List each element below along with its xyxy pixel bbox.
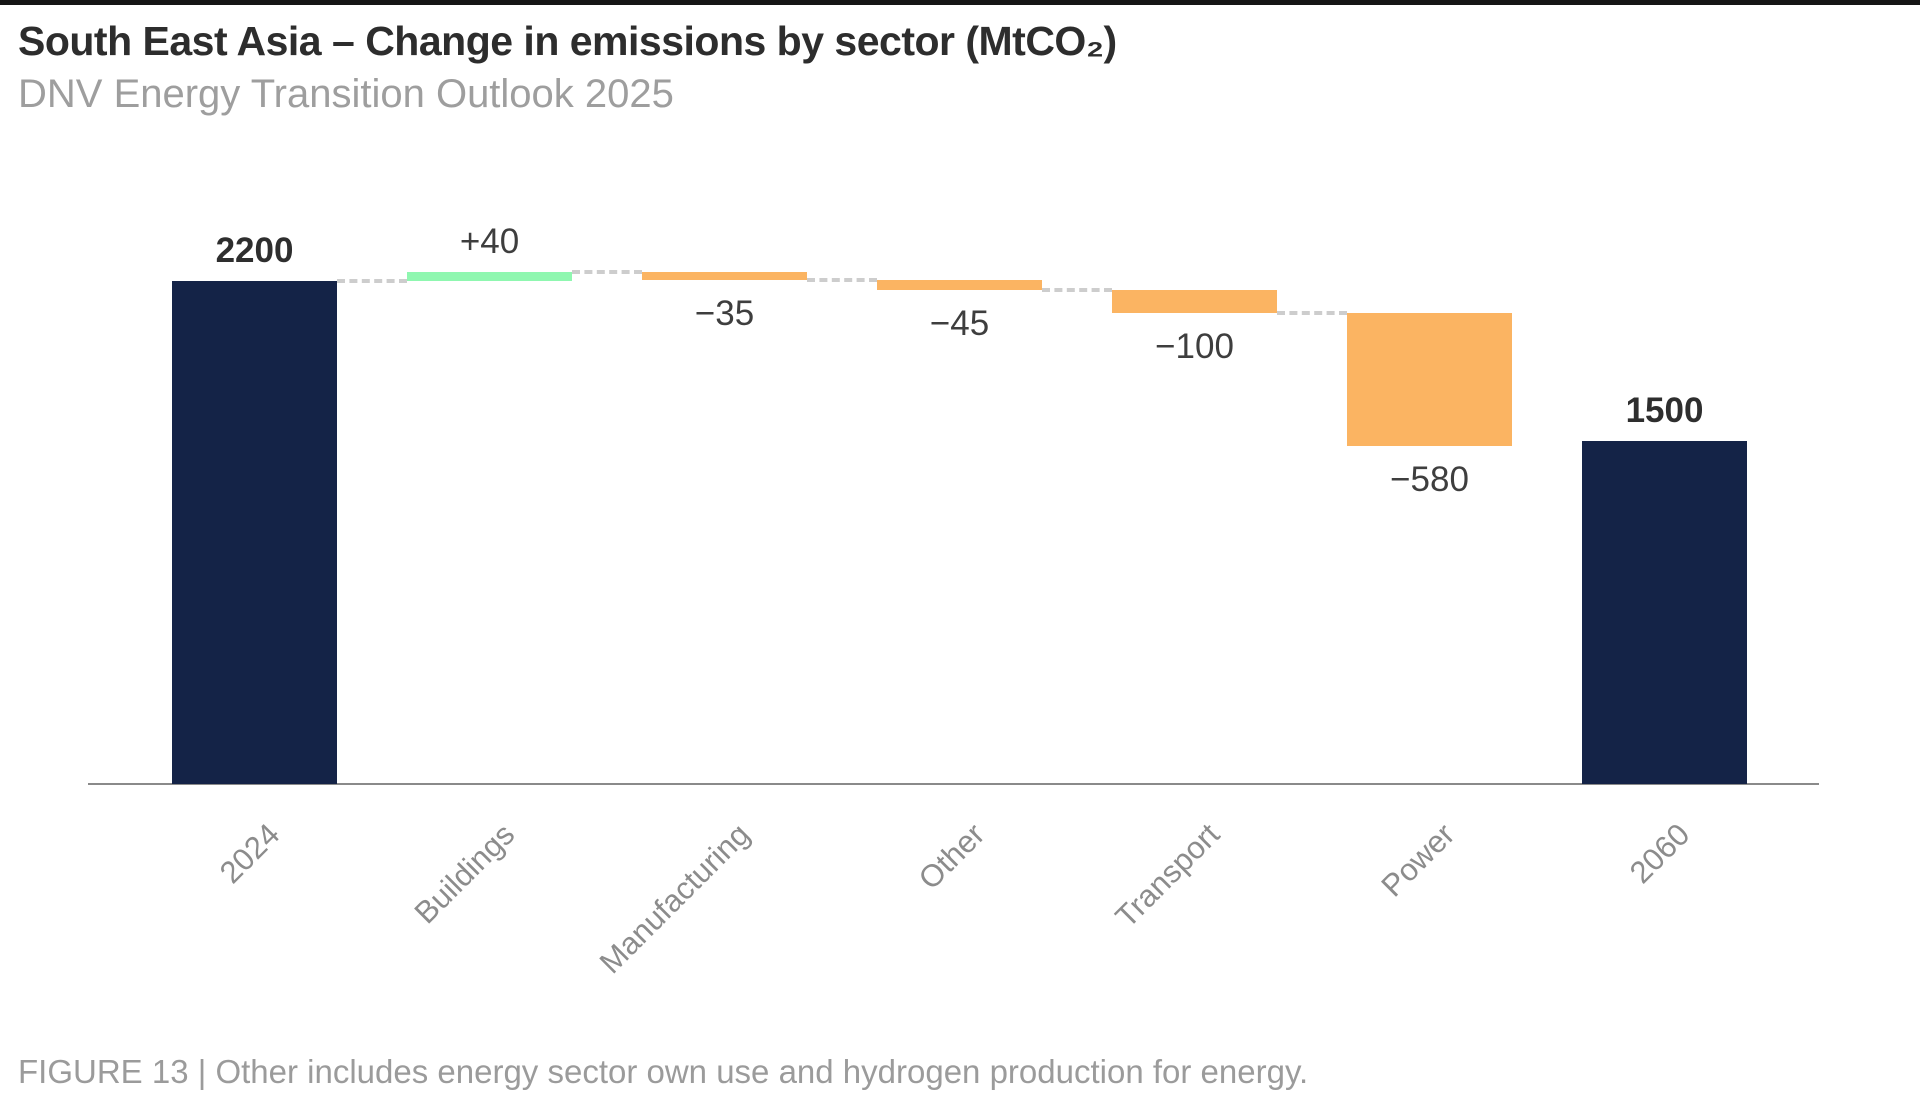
bar-manufacturing xyxy=(642,271,807,280)
value-label-buildings: +40 xyxy=(459,221,520,261)
value-label-transport: −100 xyxy=(1155,327,1234,366)
chart-title: South East Asia – Change in emissions by… xyxy=(18,18,1117,64)
waterfall-connector xyxy=(572,269,642,274)
value-label-power: −580 xyxy=(1390,459,1469,499)
figure-caption: FIGURE 13 | Other includes energy sector… xyxy=(18,1053,1309,1090)
value-label-2060: 1500 xyxy=(1625,391,1704,431)
bar-buildings xyxy=(407,271,572,281)
bar-transport xyxy=(1112,290,1277,313)
waterfall-connector xyxy=(807,277,877,282)
value-label-manufacturing: −35 xyxy=(694,293,755,333)
value-label-other: −45 xyxy=(929,304,990,344)
bar-2024 xyxy=(172,281,337,784)
x-axis-line xyxy=(88,783,1819,785)
bar-other xyxy=(877,279,1042,291)
value-label-2024: 2200 xyxy=(215,231,294,270)
top-border-rule xyxy=(0,0,1920,5)
waterfall-connector xyxy=(1042,288,1112,293)
bar-2060 xyxy=(1582,441,1747,784)
chart-subtitle: DNV Energy Transition Outlook 2025 xyxy=(18,72,674,116)
waterfall-connector xyxy=(1277,311,1347,315)
chart-area: 2200 2024 +40 Buildings −35 Manufacturing −45 O… xyxy=(88,221,1819,980)
waterfall-connector xyxy=(337,279,407,283)
bar-power xyxy=(1347,313,1512,446)
